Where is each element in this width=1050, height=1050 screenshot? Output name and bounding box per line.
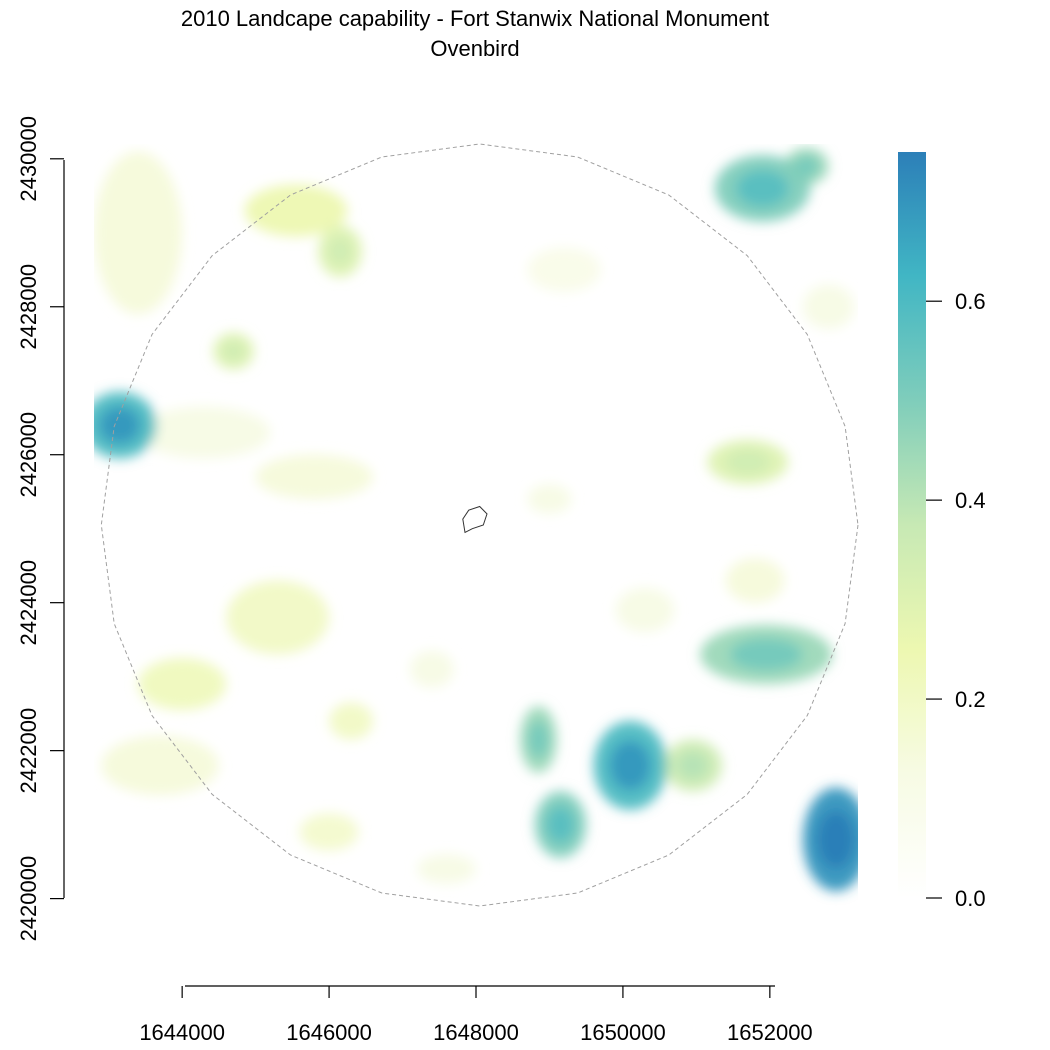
legend-tick-label: 0.0 [955, 886, 986, 911]
capability-patch-core [817, 810, 855, 868]
capability-patches [94, 147, 858, 892]
legend-tick-label: 0.4 [955, 488, 986, 513]
capability-patch [226, 580, 330, 655]
capability-patch [255, 454, 374, 500]
capability-patch-core [327, 237, 353, 266]
capability-patch-core [528, 721, 549, 758]
capability-patch [244, 184, 348, 237]
capability-patch [417, 854, 476, 884]
capability-patch [527, 484, 572, 514]
capability-patch-core [725, 449, 771, 475]
y-tick-label: 2422000 [16, 708, 41, 794]
capability-patch [409, 650, 454, 688]
x-tick-label: 1644000 [139, 1020, 225, 1045]
capability-patch [802, 284, 855, 329]
capability-patch [725, 558, 785, 603]
y-tick-label: 2428000 [16, 264, 41, 350]
y-tick-label: 2420000 [16, 856, 41, 942]
y-tick-label: 2424000 [16, 560, 41, 646]
y-axis: 2420000 2422000 2424000 2426000 2428000 24300… [16, 116, 65, 942]
capability-patch [101, 735, 219, 796]
legend-tick-label: 0.2 [955, 687, 986, 712]
raster-background [94, 144, 858, 906]
capability-patch-core [546, 806, 575, 843]
title-line-2: Ovenbird [430, 36, 519, 61]
x-axis: 1644000 1646000 1648000 1650000 1652000 [139, 985, 813, 1045]
capability-patch [615, 587, 675, 633]
x-tick-label: 1652000 [727, 1020, 813, 1045]
x-tick-label: 1650000 [580, 1020, 666, 1045]
capability-patch [94, 151, 183, 315]
monument-boundary [462, 505, 488, 534]
capability-patch-core [736, 170, 789, 207]
capability-patch-core [610, 741, 651, 790]
x-tick-label: 1646000 [286, 1020, 372, 1045]
capability-patch [329, 702, 374, 740]
capability-patch [138, 406, 271, 459]
capability-patch-core [222, 340, 245, 362]
capability-patch [299, 813, 359, 851]
capability-patch [527, 247, 601, 292]
capability-patch [138, 658, 227, 710]
y-tick-label: 2426000 [16, 412, 41, 498]
title-line-1: 2010 Landcape capability - Fort Stanwix … [181, 6, 769, 31]
capability-raster [94, 144, 858, 906]
legend-color-bar [898, 152, 926, 898]
y-tick-label: 2430000 [16, 116, 41, 202]
x-tick-label: 1648000 [433, 1020, 519, 1045]
capability-patch-core [729, 638, 803, 671]
legend-tick-label: 0.6 [955, 289, 986, 314]
legend-ticks: 0.0 0.2 0.4 0.6 [926, 289, 986, 911]
color-legend: 0.0 0.2 0.4 0.6 [898, 152, 986, 911]
buffer-circle [100, 143, 859, 907]
capability-patch-core [676, 751, 709, 780]
capability-patch-core [99, 406, 140, 444]
